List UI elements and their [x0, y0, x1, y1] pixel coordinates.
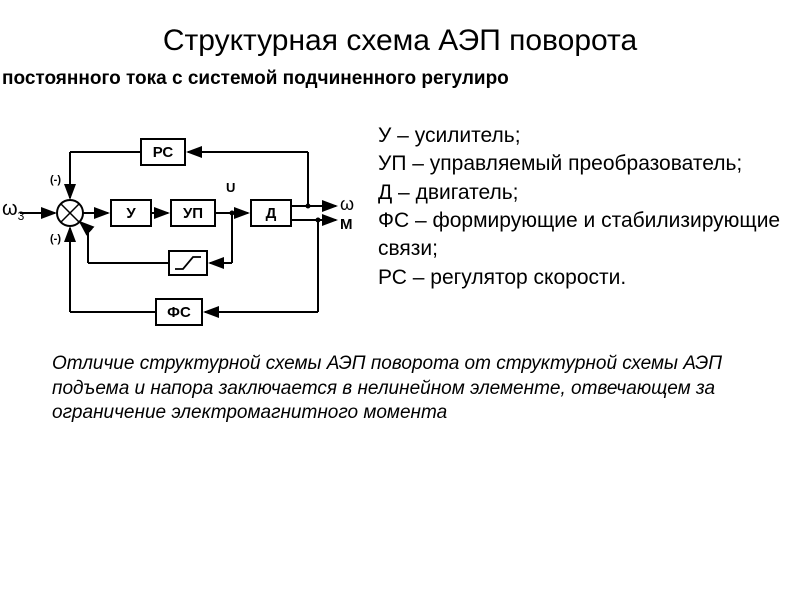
- block-nonlinear: [168, 250, 208, 276]
- label-output-m: M: [340, 216, 353, 233]
- block-diagram: РС У УП Д ФС ω3 ω M U (-) (-): [0, 118, 370, 348]
- legend-column: У – усилитель; УП – управляемый преобраз…: [370, 118, 800, 348]
- subtitle: постоянного тока с системой подчиненного…: [0, 68, 800, 90]
- block-fc: ФС: [155, 298, 203, 326]
- diagram-column: РС У УП Д ФС ω3 ω M U (-) (-): [0, 118, 370, 348]
- legend-up: УП – управляемый преобразователь;: [378, 150, 800, 178]
- label-minus-bottom: (-): [50, 233, 61, 245]
- legend-rc: РС – регулятор скорости.: [378, 264, 800, 292]
- legend-fc: ФС – формирующие и стабилизирующие связи…: [378, 207, 800, 264]
- label-minus-top: (-): [50, 174, 61, 186]
- block-d: Д: [250, 199, 292, 227]
- legend-u: У – усилитель;: [378, 122, 800, 150]
- label-u-node: U: [226, 180, 235, 195]
- block-u: У: [110, 199, 152, 227]
- label-output-omega: ω: [340, 194, 354, 215]
- bottom-note: Отличие структурной схемы АЭП поворота о…: [0, 348, 800, 426]
- block-rc: РС: [140, 138, 186, 166]
- omega-sub: 3: [18, 209, 25, 223]
- page-title: Структурная схема АЭП поворота: [0, 0, 800, 68]
- label-input-omega: ω3: [2, 198, 24, 223]
- legend-d: Д – двигатель;: [378, 179, 800, 207]
- content-row: РС У УП Д ФС ω3 ω M U (-) (-) У – усилит…: [0, 90, 800, 348]
- saturation-icon: [173, 254, 203, 272]
- omega-symbol: ω: [2, 198, 18, 220]
- block-up: УП: [170, 199, 216, 227]
